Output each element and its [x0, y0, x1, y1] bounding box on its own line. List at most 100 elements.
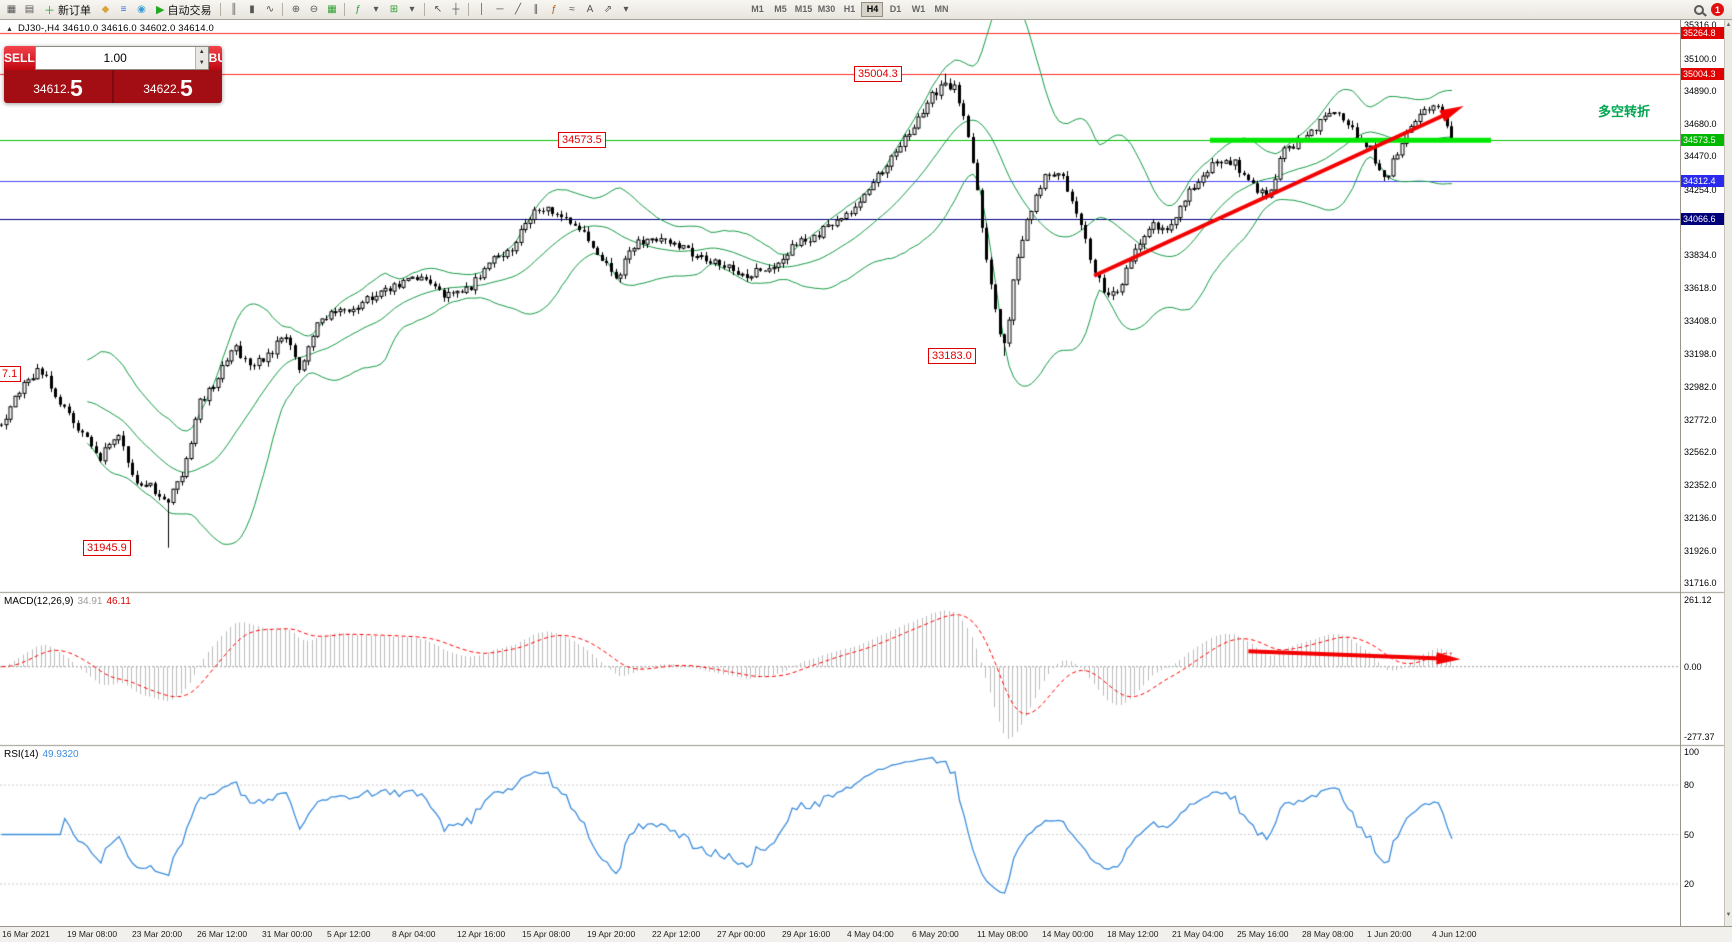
price-axis-tick: 32352.0: [1684, 479, 1717, 490]
macd-scale-max: 261.12: [1684, 595, 1712, 605]
navigator-icon[interactable]: ◉: [137, 4, 146, 15]
time-axis-label: 18 May 12:00: [1107, 929, 1159, 939]
toolbar-separator: [344, 3, 346, 16]
scroll-down-icon[interactable]: ▼: [1725, 912, 1732, 918]
vertical-scrollbar[interactable]: ▲ ▼: [1724, 20, 1732, 926]
timeframe-button-m1[interactable]: M1: [751, 4, 764, 14]
symbol-marker-icon: ▲: [6, 26, 14, 33]
time-axis-label: 21 May 04:00: [1172, 929, 1224, 939]
periods-dropdown-icon[interactable]: ▾: [409, 4, 415, 15]
timeframe-button-h4[interactable]: H4: [861, 2, 884, 17]
rsi-indicator-label: RSI(14) 49.9320: [4, 749, 83, 760]
timeframe-button-m30[interactable]: M30: [817, 4, 836, 14]
toolbar-separator: [424, 3, 426, 16]
rsi-name: RSI(14): [4, 749, 39, 760]
new-order-button[interactable]: ＋新订单: [39, 2, 96, 18]
buy-price-button[interactable]: 34622. 5: [114, 70, 222, 103]
chart-price-annotation[interactable]: 34573.5: [558, 132, 606, 149]
chart-price-annotation[interactable]: 35004.3: [854, 65, 902, 82]
price-axis-tick: 34470.0: [1684, 151, 1717, 162]
price-axis-tick: 33834.0: [1684, 250, 1717, 260]
buy-button[interactable]: BUY: [208, 46, 222, 70]
time-axis[interactable]: [0, 926, 1732, 942]
chart-canvas[interactable]: [0, 20, 1732, 926]
bar-chart-icon[interactable]: ║: [230, 4, 238, 15]
chart-price-annotation[interactable]: 31945.9: [83, 539, 131, 556]
trade-buttons-row: SELL ▲ ▼ BUY: [4, 46, 222, 70]
timeframe-button-h1[interactable]: H1: [843, 4, 856, 14]
price-axis-tick: 34254.0: [1684, 184, 1717, 195]
add-chart-icon[interactable]: ⊞: [389, 4, 399, 15]
profiles-icon[interactable]: ▤: [24, 4, 35, 15]
rsi-value: 49.9320: [42, 749, 79, 760]
new-chart-icon[interactable]: ▦: [6, 4, 17, 15]
crosshair-icon[interactable]: ┼: [452, 4, 460, 15]
fibonacci-icon[interactable]: ƒ: [551, 4, 557, 15]
market-watch-icon[interactable]: ◆: [101, 4, 110, 15]
time-axis-label: 11 May 08:00: [977, 929, 1028, 939]
time-axis-label: 14 May 00:00: [1042, 929, 1094, 939]
sell-price-main: 34612.: [33, 82, 70, 96]
price-axis-tick: 35316.0: [1684, 20, 1717, 31]
time-axis-label: 27 Apr 00:00: [717, 929, 766, 939]
autotrading-button[interactable]: ▶ 自动交易: [151, 2, 216, 18]
time-axis-label: 26 Mar 12:00: [197, 929, 248, 939]
text-label-icon[interactable]: A: [586, 4, 594, 15]
equidistant-channel-icon[interactable]: ∥: [533, 4, 539, 15]
price-axis-tick: 33618.0: [1684, 283, 1717, 294]
toolbar-separator: [282, 3, 284, 16]
sell-price-button[interactable]: 34612. 5: [4, 70, 112, 103]
arrow-object-icon[interactable]: ⇗: [603, 4, 613, 15]
macd-scale-zero: 0.00: [1684, 661, 1702, 672]
trendline-icon[interactable]: ╱: [514, 4, 521, 15]
chart-note-text[interactable]: 多空转折: [1598, 104, 1651, 119]
sell-button[interactable]: SELL: [4, 46, 35, 70]
price-axis-tick: 31716.0: [1684, 578, 1717, 589]
time-axis-label: 12 Apr 16:00: [457, 929, 506, 939]
timeframe-button-mn[interactable]: MN: [934, 4, 949, 14]
indicators-icon[interactable]: ƒ: [355, 4, 361, 15]
search-icon[interactable]: [1694, 4, 1704, 15]
data-window-icon[interactable]: ≡: [120, 4, 127, 15]
time-axis-label: 4 May 04:00: [847, 929, 894, 939]
new-order-button-label: 新订单: [58, 4, 91, 17]
scroll-up-icon[interactable]: ▲: [1725, 22, 1732, 28]
line-chart-icon[interactable]: ∿: [265, 4, 275, 15]
zoom-out-icon[interactable]: ⊖: [309, 4, 319, 15]
lot-size-input[interactable]: [35, 47, 195, 69]
price-axis-tick: 32772.0: [1684, 414, 1717, 425]
objects-dropdown-icon[interactable]: ▾: [623, 4, 629, 15]
candlestick-chart-icon[interactable]: ▮: [249, 4, 255, 15]
price-axis-tick: 32136.0: [1684, 513, 1717, 524]
timeframe-button-w1[interactable]: W1: [911, 4, 926, 14]
chart-price-annotation[interactable]: 7.1: [0, 366, 22, 383]
horizontal-line-icon[interactable]: ─: [496, 4, 504, 15]
wave-object-icon[interactable]: ≈: [569, 4, 575, 15]
trade-price-divider: [112, 70, 114, 103]
zoom-in-icon[interactable]: ⊕: [291, 4, 301, 15]
price-axis-badge: 35004.3: [1681, 67, 1724, 80]
price-axis-tick: 35100.0: [1684, 53, 1717, 64]
tile-windows-icon[interactable]: ▦: [327, 4, 337, 15]
time-axis-label: 1 Jun 20:00: [1367, 929, 1412, 939]
price-axis-badge: 34573.5: [1681, 134, 1724, 147]
timeframe-button-m15[interactable]: M15: [794, 4, 813, 14]
vertical-line-icon[interactable]: │: [478, 4, 486, 15]
lot-decrease-button[interactable]: ▼: [195, 58, 208, 69]
indicators-dropdown-icon[interactable]: ▾: [373, 4, 379, 15]
time-axis-label: 28 May 08:00: [1302, 929, 1354, 939]
timeframe-button-d1[interactable]: D1: [889, 4, 902, 14]
toolbar-separator: [220, 3, 222, 16]
timeframe-button-m5[interactable]: M5: [774, 4, 787, 14]
chart-price-annotation[interactable]: 33183.0: [928, 347, 976, 364]
price-axis-tick: 34680.0: [1684, 118, 1717, 129]
time-axis-label: 25 May 16:00: [1237, 929, 1289, 939]
buy-price-main: 34622.: [143, 82, 180, 96]
price-axis-tick: 33198.0: [1684, 348, 1717, 359]
toolbar-items: ▦ ▤ ＋新订单 ◆ ≡ ◉ ▶ 自动交易 ║ ▮ ∿ ⊕ ⊖ ▦ ƒ ▾ ⊞ ▾ ↖ ┼ │ ─ ╱ ∥ ƒ ≈ A ⇗ ▾ M1 M5 M…: [3, 2, 1684, 18]
time-axis-label: 5 Apr 12:00: [327, 929, 371, 939]
cursor-icon[interactable]: ↖: [433, 4, 443, 15]
lot-increase-button[interactable]: ▲: [195, 47, 208, 58]
notification-badge[interactable]: 1: [1711, 3, 1724, 16]
